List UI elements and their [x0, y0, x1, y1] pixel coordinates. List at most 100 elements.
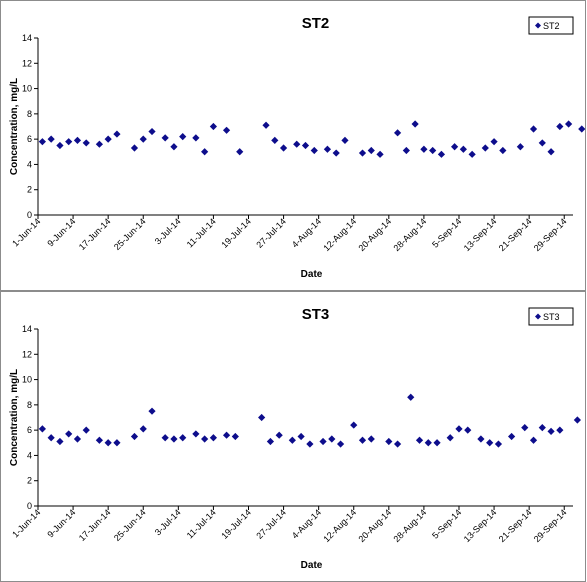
legend: ST3	[528, 307, 574, 326]
data-point	[306, 440, 314, 448]
data-point	[82, 139, 90, 147]
data-point	[556, 122, 564, 131]
data-point	[341, 136, 349, 145]
data-point	[464, 426, 472, 434]
data-point	[385, 437, 393, 446]
y-tick-label: 0	[27, 501, 32, 511]
y-tick-label: 12	[22, 349, 32, 359]
x-tick-label: 13-Sep-14	[462, 507, 499, 544]
x-tick-label: 1-Jun-14	[10, 507, 42, 539]
data-point	[538, 424, 546, 432]
data-point	[271, 136, 279, 145]
data-point	[288, 436, 296, 444]
y-tick-label: 14	[22, 33, 32, 43]
y-tick-label: 8	[27, 109, 32, 119]
legend-label: ST2	[543, 21, 560, 31]
data-point	[38, 425, 46, 433]
y-tick-label: 6	[27, 134, 32, 144]
data-point	[170, 435, 178, 443]
data-point	[350, 421, 358, 429]
legend: ST2	[528, 16, 574, 35]
data-point	[393, 129, 402, 137]
data-point	[130, 432, 139, 441]
data-point	[450, 143, 459, 151]
y-tick-label: 10	[22, 375, 32, 385]
data-point	[481, 144, 489, 152]
data-point	[139, 425, 147, 433]
data-point	[293, 140, 301, 148]
x-tick-label: 29-Sep-14	[532, 216, 569, 253]
x-tick-label: 9-Jun-14	[45, 507, 77, 539]
x-tick-label: 20-Aug-14	[356, 216, 393, 253]
x-tick-label: 1-Jun-14	[10, 216, 42, 248]
x-tick-label: 3-Jul-14	[153, 507, 183, 537]
x-tick-label: 4-Aug-14	[290, 507, 323, 540]
data-point	[367, 146, 375, 155]
data-point	[573, 416, 581, 424]
x-tick-label: 27-Jul-14	[254, 507, 288, 541]
data-point	[65, 138, 73, 146]
data-point	[201, 148, 209, 156]
x-tick-label: 11-Jul-14	[185, 216, 218, 249]
data-point	[139, 135, 147, 143]
data-point	[222, 431, 231, 439]
data-point	[47, 135, 55, 143]
data-point	[179, 434, 187, 442]
x-tick-label: 25-Jun-14	[112, 507, 148, 543]
data-point	[95, 140, 103, 148]
data-point	[275, 431, 283, 439]
legend-marker	[535, 313, 541, 320]
x-tick-label: 5-Sep-14	[430, 216, 463, 249]
y-tick-label: 4	[27, 159, 32, 169]
data-point	[161, 434, 169, 442]
data-point	[258, 413, 266, 422]
data-point	[148, 407, 156, 415]
data-point	[148, 127, 156, 136]
data-point	[56, 141, 64, 150]
x-tick-label: 25-Jun-14	[112, 216, 148, 252]
data-point	[113, 439, 121, 447]
data-point	[82, 426, 90, 434]
data-point	[262, 121, 270, 129]
x-tick-label: 4-Aug-14	[290, 216, 323, 249]
data-point	[424, 439, 432, 447]
x-tick-label: 12-Aug-14	[321, 507, 358, 544]
data-point	[402, 146, 410, 155]
data-point	[170, 143, 178, 151]
x-tick-label: 27-Jul-14	[254, 216, 288, 250]
x-tick-label: 5-Sep-14	[430, 507, 463, 540]
data-point	[446, 434, 454, 442]
data-point	[236, 148, 244, 156]
data-point	[415, 436, 424, 444]
y-tick-label: 2	[27, 476, 32, 486]
data-point	[529, 436, 538, 444]
legend-box	[528, 307, 574, 326]
data-point	[179, 133, 187, 141]
data-point	[455, 425, 463, 433]
x-tick-label: 19-Jul-14	[219, 216, 253, 250]
data-point	[192, 430, 200, 438]
data-point	[437, 150, 446, 158]
data-point	[323, 145, 332, 153]
data-point	[486, 439, 494, 447]
data-point	[508, 432, 516, 441]
x-tick-label: 3-Jul-14	[153, 216, 183, 246]
x-tick-label: 20-Aug-14	[356, 507, 393, 544]
data-point	[266, 437, 275, 446]
x-axis-label: Date	[301, 560, 323, 571]
x-tick-label: 11-Jul-14	[185, 507, 218, 540]
data-point	[529, 125, 538, 133]
data-point	[310, 146, 318, 155]
data-point	[538, 139, 546, 147]
data-point	[490, 138, 498, 146]
data-point	[547, 427, 555, 436]
x-tick-label: 29-Sep-14	[532, 507, 569, 544]
y-tick-label: 2	[27, 185, 32, 195]
data-point	[358, 436, 367, 444]
y-tick-label: 12	[22, 58, 32, 68]
data-point	[547, 148, 555, 156]
x-tick-label: 13-Sep-14	[462, 216, 499, 253]
data-point	[192, 134, 200, 142]
